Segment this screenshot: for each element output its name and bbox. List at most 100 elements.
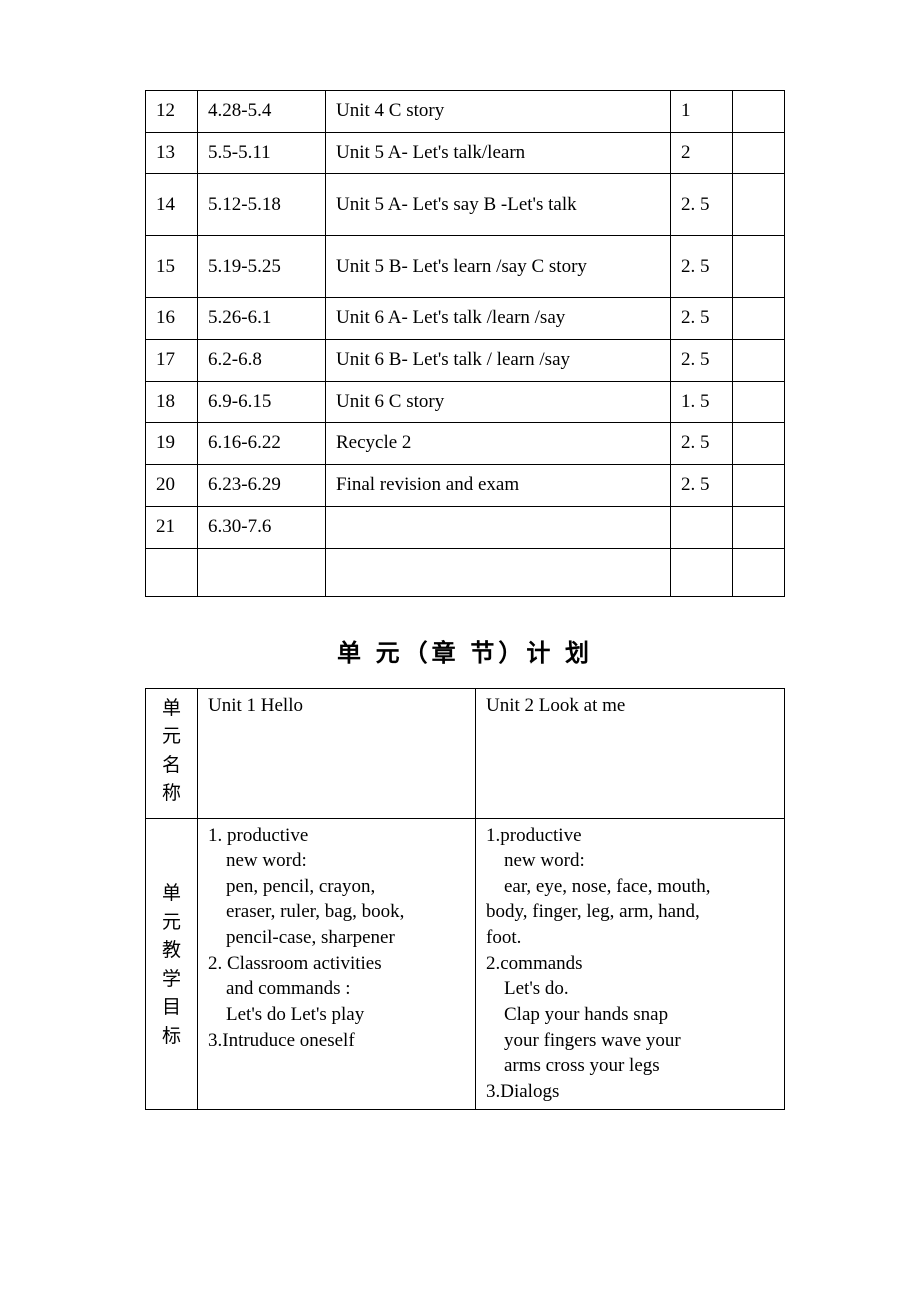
table-row: [146, 548, 785, 596]
goal-line: 2.commands: [486, 951, 774, 977]
goal-line: pen, pencil, crayon,: [208, 874, 465, 900]
lesson-content: Final revision and exam: [326, 465, 671, 507]
section-heading: 单 元（章 节）计 划: [145, 633, 785, 668]
date-range: 6.2-6.8: [198, 340, 326, 382]
notes: [733, 298, 785, 340]
date-range: 6.16-6.22: [198, 423, 326, 465]
hours: 2. 5: [671, 340, 733, 382]
lesson-content: Unit 4 C story: [326, 91, 671, 133]
hours: 1. 5: [671, 381, 733, 423]
date-range: 6.9-6.15: [198, 381, 326, 423]
table-row: 216.30-7.6: [146, 506, 785, 548]
label-char: 名: [162, 752, 181, 781]
goal-line: ear, eye, nose, face, mouth,: [486, 874, 774, 900]
unit-goals-label-cell: 单元教学目标: [146, 818, 198, 1109]
label-char: 教: [162, 937, 181, 966]
lesson-content: [326, 548, 671, 596]
notes: [733, 548, 785, 596]
table-row: 206.23-6.29Final revision and exam2. 5: [146, 465, 785, 507]
goal-line: pencil-case, sharpener: [208, 925, 465, 951]
table-row: 176.2-6.8Unit 6 B- Let's talk / learn /s…: [146, 340, 785, 382]
goal-line: new word:: [486, 848, 774, 874]
unit-goals-row: 单元教学目标 1. productivenew word:pen, pencil…: [146, 818, 785, 1109]
hours: [671, 548, 733, 596]
label-char: 元: [162, 909, 181, 938]
week-num: 14: [146, 174, 198, 236]
week-num: 20: [146, 465, 198, 507]
table-row: 196.16-6.22Recycle 22. 5: [146, 423, 785, 465]
goal-line: 1.productive: [486, 823, 774, 849]
date-range: 5.26-6.1: [198, 298, 326, 340]
week-num: 19: [146, 423, 198, 465]
goal-line: body, finger, leg, arm, hand,: [486, 899, 774, 925]
goal-line: 3.Intruduce oneself: [208, 1028, 465, 1054]
week-num: 17: [146, 340, 198, 382]
week-num: [146, 548, 198, 596]
label-char: 元: [162, 723, 181, 752]
goal-line: Let's do.: [486, 976, 774, 1002]
week-num: 21: [146, 506, 198, 548]
hours: 2. 5: [671, 236, 733, 298]
label-char: 单: [162, 880, 181, 909]
label-char: 称: [162, 780, 181, 809]
label-char: 学: [162, 966, 181, 995]
hours: 2. 5: [671, 298, 733, 340]
notes: [733, 91, 785, 133]
goal-line: 1. productive: [208, 823, 465, 849]
table-row: 124.28-5.4Unit 4 C story1: [146, 91, 785, 133]
table-row: 135.5-5.11Unit 5 A- Let's talk/learn2: [146, 132, 785, 174]
goal-line: Clap your hands snap: [486, 1002, 774, 1028]
label-char: 标: [162, 1023, 181, 1052]
table-row: 155.19-5.25Unit 5 B- Let's learn /say C …: [146, 236, 785, 298]
date-range: 5.5-5.11: [198, 132, 326, 174]
notes: [733, 381, 785, 423]
notes: [733, 340, 785, 382]
date-range: [198, 548, 326, 596]
week-num: 12: [146, 91, 198, 133]
table-row: 186.9-6.15Unit 6 C story1. 5: [146, 381, 785, 423]
hours: 1: [671, 91, 733, 133]
date-range: 5.19-5.25: [198, 236, 326, 298]
goal-line: arms cross your legs: [486, 1053, 774, 1079]
date-range: 4.28-5.4: [198, 91, 326, 133]
unit-name-row: 单元名称 Unit 1 Hello Unit 2 Look at me: [146, 688, 785, 818]
lesson-content: Unit 5 A- Let's say B -Let's talk: [326, 174, 671, 236]
goal-line: your fingers wave your: [486, 1028, 774, 1054]
unit2-goals-cell: 1.productivenew word:ear, eye, nose, fac…: [476, 818, 785, 1109]
date-range: 5.12-5.18: [198, 174, 326, 236]
notes: [733, 506, 785, 548]
lesson-content: [326, 506, 671, 548]
hours: 2. 5: [671, 465, 733, 507]
table-row: 145.12-5.18Unit 5 A- Let's say B -Let's …: [146, 174, 785, 236]
unit1-goals-cell: 1. productivenew word:pen, pencil, crayo…: [198, 818, 476, 1109]
lesson-content: Unit 6 B- Let's talk / learn /say: [326, 340, 671, 382]
table-row: 165.26-6.1Unit 6 A- Let's talk /learn /s…: [146, 298, 785, 340]
label-char: 单: [162, 695, 181, 724]
label-char: 目: [162, 994, 181, 1023]
notes: [733, 423, 785, 465]
hours: [671, 506, 733, 548]
goal-line: and commands :: [208, 976, 465, 1002]
goal-line: 2. Classroom activities: [208, 951, 465, 977]
hours: 2: [671, 132, 733, 174]
date-range: 6.30-7.6: [198, 506, 326, 548]
notes: [733, 236, 785, 298]
lesson-content: Recycle 2: [326, 423, 671, 465]
unit1-name-cell: Unit 1 Hello: [198, 688, 476, 818]
week-num: 15: [146, 236, 198, 298]
goal-line: new word:: [208, 848, 465, 874]
goal-line: Let's do Let's play: [208, 1002, 465, 1028]
notes: [733, 465, 785, 507]
lesson-content: Unit 6 A- Let's talk /learn /say: [326, 298, 671, 340]
notes: [733, 174, 785, 236]
hours: 2. 5: [671, 174, 733, 236]
schedule-table: 124.28-5.4Unit 4 C story1135.5-5.11Unit …: [145, 90, 785, 597]
week-num: 16: [146, 298, 198, 340]
date-range: 6.23-6.29: [198, 465, 326, 507]
lesson-content: Unit 5 A- Let's talk/learn: [326, 132, 671, 174]
goal-line: foot.: [486, 925, 774, 951]
unit2-name-cell: Unit 2 Look at me: [476, 688, 785, 818]
week-num: 18: [146, 381, 198, 423]
goal-line: 3.Dialogs: [486, 1079, 774, 1105]
lesson-content: Unit 5 B- Let's learn /say C story: [326, 236, 671, 298]
